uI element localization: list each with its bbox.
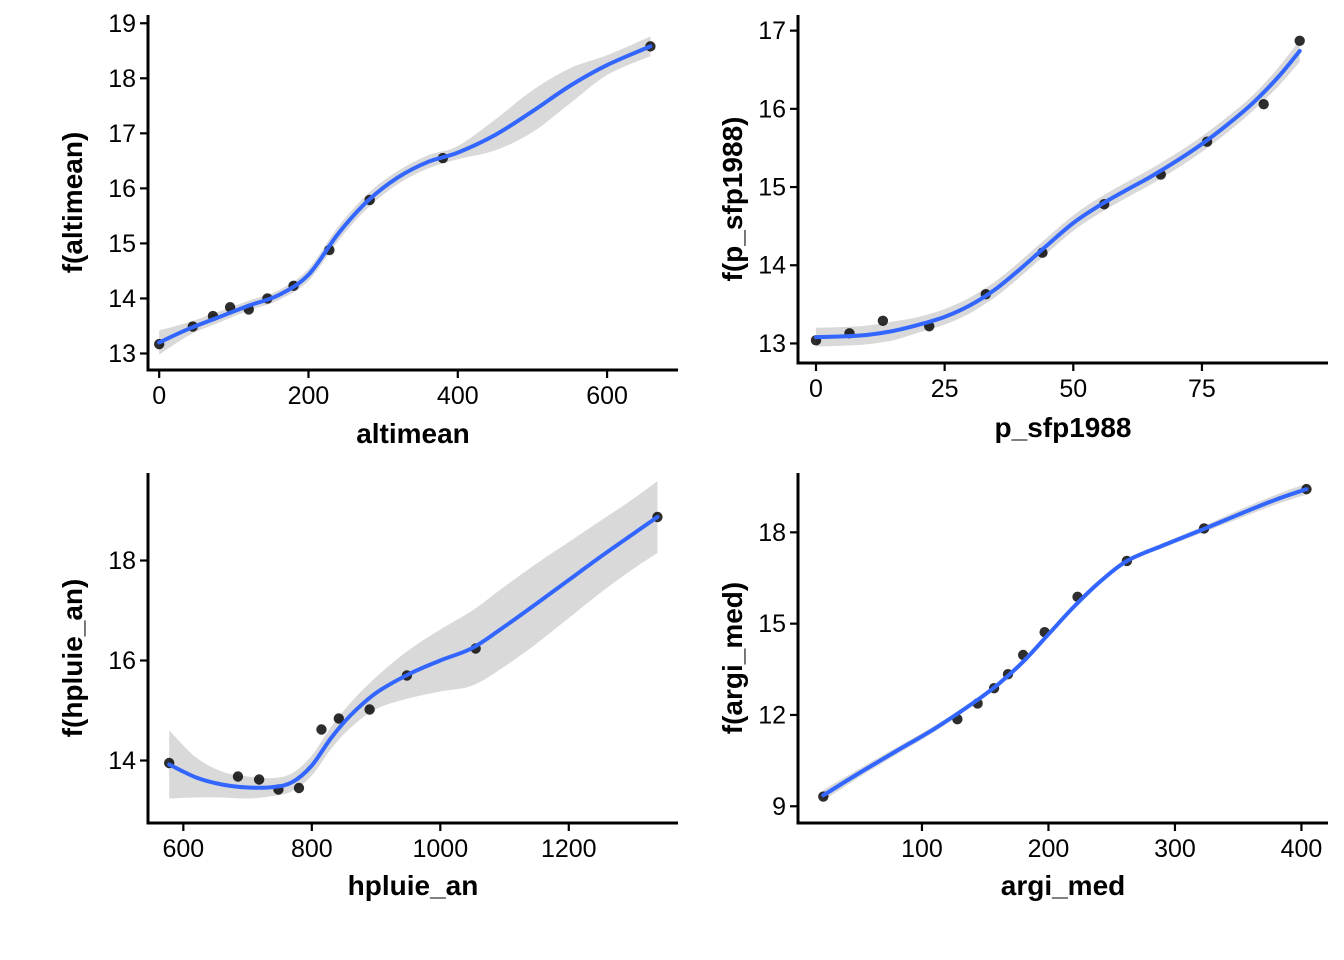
x-tick-label: 200: [288, 382, 330, 410]
x-tick-label: 600: [162, 835, 204, 863]
x-tick-label: 200: [1028, 835, 1070, 863]
y-tick-label: 18: [108, 547, 136, 575]
data-point: [293, 782, 305, 794]
x-tick-label: 600: [586, 382, 628, 410]
data-point: [877, 315, 889, 326]
data-point: [333, 713, 344, 724]
x-tick-label: 1200: [541, 835, 597, 863]
y-tick-label: 16: [108, 175, 136, 203]
data-point: [1294, 35, 1305, 47]
y-tick-label: 9: [772, 793, 786, 821]
x-axis-title: altimean: [356, 418, 470, 449]
x-tick-label: 50: [1059, 375, 1087, 403]
y-tick-label: 16: [758, 95, 786, 123]
panel-altimean: 13 14 15 16 17 18 19 0 200 400 600 altimean f(altime…: [57, 10, 678, 449]
panel-argi-med: 9 12 15 18 100 200 300 400 argi_med f(argi_med): [717, 473, 1328, 901]
y-tick-label: 15: [108, 230, 136, 258]
y-tick-label: 18: [758, 519, 786, 547]
x-tick-label: 800: [291, 835, 333, 863]
y-tick-label: 15: [758, 610, 786, 638]
y-tick-label: 15: [758, 174, 786, 202]
y-tick-label: 14: [108, 285, 136, 313]
y-tick-label: 19: [108, 10, 136, 38]
y-axis-title: f(argi_med): [717, 582, 748, 734]
y-tick-label: 18: [108, 65, 136, 93]
smooth-line: [814, 48, 1302, 340]
x-tick-label: 0: [809, 375, 823, 403]
panel-hpluie-an: 14 16 18 600 800 1000 1200 hpluie_an f(hpluie_an…: [57, 473, 678, 901]
x-tick-label: 300: [1154, 835, 1196, 863]
y-tick-label: 13: [758, 330, 786, 358]
data-point: [316, 724, 327, 735]
data-point: [1258, 98, 1269, 110]
data-point: [364, 704, 375, 715]
data-point: [232, 771, 244, 782]
x-axis-title: argi_med: [1001, 870, 1126, 901]
y-tick-label: 17: [758, 17, 786, 45]
x-axis-title: hpluie_an: [348, 870, 479, 901]
x-tick-label: 75: [1188, 375, 1216, 403]
y-tick-label: 14: [108, 747, 136, 775]
y-axis-title: f(p_sfp1988): [717, 117, 748, 282]
x-tick-label: 400: [1281, 835, 1323, 863]
smooth-line: [157, 44, 653, 345]
y-axis-title: f(altimean): [57, 132, 88, 274]
y-tick-label: 16: [108, 647, 136, 675]
x-axis-title: p_sfp1988: [995, 412, 1132, 443]
y-axis-title: f(hpluie_an): [57, 579, 88, 738]
x-tick-label: 400: [437, 382, 479, 410]
data-point: [253, 774, 265, 785]
y-tick-label: 13: [108, 340, 136, 368]
x-tick-label: 0: [152, 382, 166, 410]
y-tick-label: 17: [108, 120, 136, 148]
smooth-line: [167, 515, 660, 790]
x-tick-label: 1000: [412, 835, 468, 863]
panel-p-sfp1988: 13 14 15 16 17 0 25 50 75 p_sfp1988 f(p_sfp1988): [717, 15, 1328, 443]
x-tick-label: 25: [931, 375, 959, 403]
y-tick-label: 12: [758, 701, 786, 729]
x-tick-label: 100: [901, 835, 943, 863]
smooth-line: [821, 487, 1309, 798]
y-tick-label: 14: [758, 252, 786, 280]
